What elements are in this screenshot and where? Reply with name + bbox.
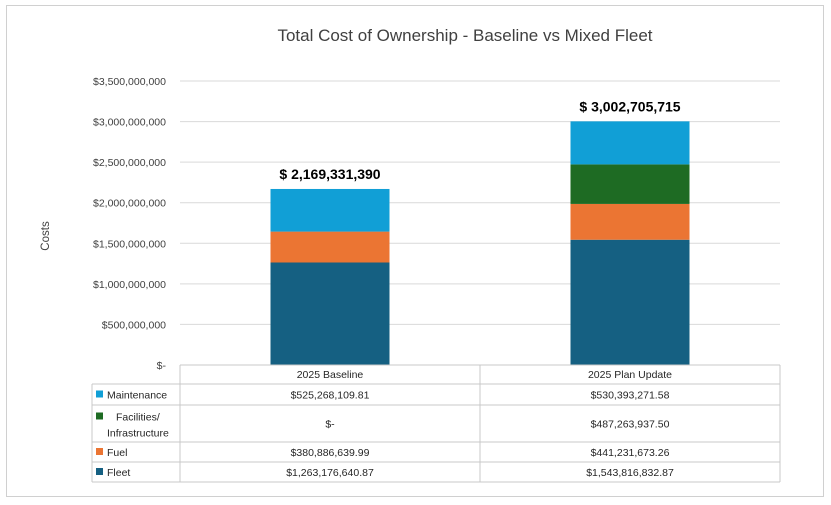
y-axis-ticks: $- $500,000,000 $1,000,000,000 $1,500,000,0… [93,76,166,372]
legend-key [96,390,103,398]
total-label: $ 2,169,331,390 [279,166,380,182]
bar-segment-fleet [270,262,390,365]
gridlines [180,80,780,325]
bar-segment-fuel [570,203,690,240]
x-tick-label: 2025 Plan Update [588,369,672,381]
table-cell-value: $441,231,673.26 [591,447,670,459]
bar-segment-fleet [570,239,690,365]
table-cell-value: $1,263,176,640.87 [286,467,374,479]
legend-label: Maintenance [107,390,167,402]
legend-key [96,468,103,475]
y-axis-label: Costs [40,221,52,251]
bar-segment-facilities-infrastructure [570,164,690,204]
chart-frame [6,5,824,497]
y-tick-label: $2,000,000,000 [93,198,166,210]
table-cell-value: $- [325,419,335,431]
y-tick-label: $500,000,000 [102,319,166,331]
legend-key [96,448,103,455]
legend-key [96,412,103,420]
bar-segment-maintenance [570,121,690,165]
total-labels: $ 2,169,331,390 $ 3,002,705,715 [279,98,680,182]
y-tick-label: $- [157,360,167,372]
table-cell-value: $530,393,271.58 [591,390,670,402]
data-table: 2025 Baseline 2025 Plan Update Maintenance… [91,364,781,483]
legend-label: Fleet [107,467,130,479]
table-cell-value: $380,886,639.99 [291,447,370,459]
table-cell-value: $1,543,816,832.87 [586,467,674,479]
table-cell-value: $525,268,109.81 [291,390,370,402]
legend-label: Fuel [107,447,127,459]
y-tick-label: $3,500,000,000 [93,76,166,88]
y-tick-label: $1,000,000,000 [93,279,166,291]
chart-title: Total Cost of Ownership - Baseline vs Mi… [277,26,652,45]
y-tick-label: $1,500,000,000 [93,238,166,250]
table-cell-value: $487,263,937.50 [591,419,670,431]
y-tick-label: $3,000,000,000 [93,117,166,129]
legend-label: Facilities/ [116,412,160,424]
total-label: $ 3,002,705,715 [579,98,680,114]
bar-segment-fuel [270,231,390,263]
bars [270,121,690,365]
x-tick-label: 2025 Baseline [297,369,364,381]
bar-segment-maintenance [270,188,390,232]
y-tick-label: $2,500,000,000 [93,157,166,169]
legend-label: Infrastructure [107,428,169,440]
